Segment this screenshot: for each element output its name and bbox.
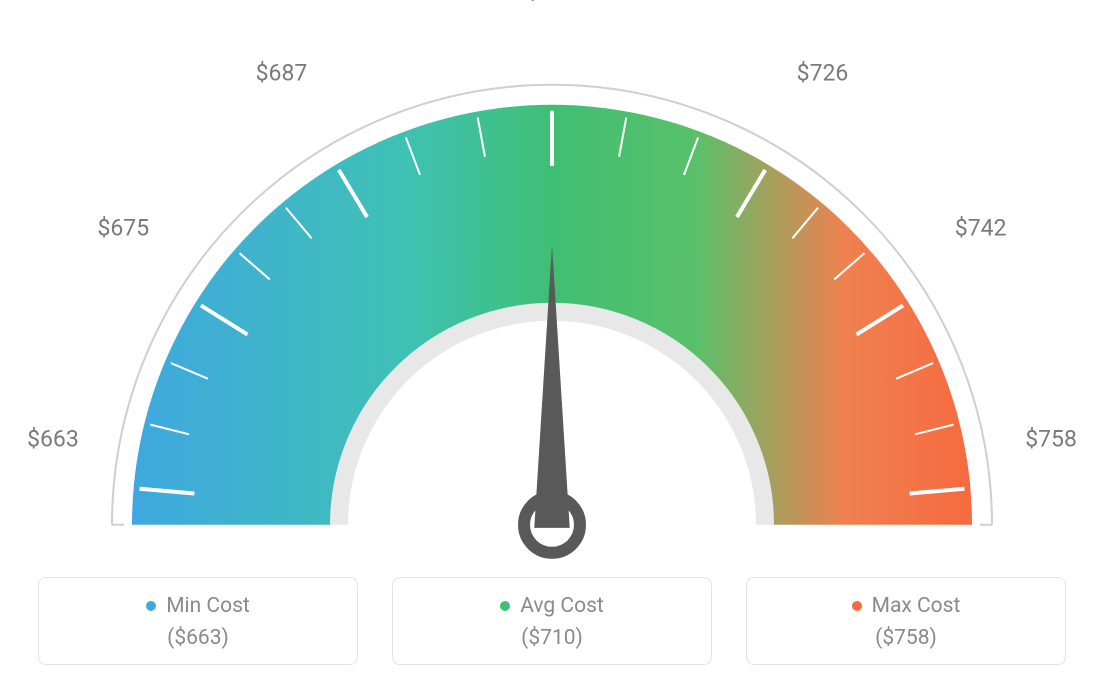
legend-label: Avg Cost bbox=[520, 594, 604, 618]
legend-dot-icon bbox=[500, 601, 510, 611]
gauge-area: $663 $675 $687 $710 $726 $742 $758 bbox=[0, 0, 1104, 560]
legend-label: Min Cost bbox=[166, 594, 250, 618]
gauge-svg bbox=[0, 45, 1104, 605]
legend-dot-icon bbox=[852, 601, 862, 611]
tick-label: $675 bbox=[97, 215, 149, 242]
chart-container: $663 $675 $687 $710 $726 $742 $758 Min Cost ($6… bbox=[0, 0, 1104, 690]
tick-label: $663 bbox=[27, 425, 79, 452]
tick-label: $726 bbox=[797, 59, 849, 86]
legend-card: Max Cost ($758) bbox=[746, 577, 1066, 665]
legend-label: Max Cost bbox=[872, 594, 961, 618]
legend-top: Avg Cost bbox=[403, 594, 701, 618]
legend-value: ($663) bbox=[49, 626, 347, 650]
legend-card: Avg Cost ($710) bbox=[392, 577, 712, 665]
tick-label: $758 bbox=[1025, 425, 1077, 452]
legend-value: ($758) bbox=[757, 626, 1055, 650]
legend-row: Min Cost ($663) Avg Cost ($710) Max Cost ($75… bbox=[0, 577, 1104, 665]
legend-top: Min Cost bbox=[49, 594, 347, 618]
legend-value: ($710) bbox=[403, 626, 701, 650]
legend-dot-icon bbox=[146, 601, 156, 611]
tick-label: $687 bbox=[256, 59, 308, 86]
tick-label: $710 bbox=[526, 0, 578, 5]
tick-label: $742 bbox=[955, 215, 1007, 242]
legend-top: Max Cost bbox=[757, 594, 1055, 618]
legend-card: Min Cost ($663) bbox=[38, 577, 358, 665]
